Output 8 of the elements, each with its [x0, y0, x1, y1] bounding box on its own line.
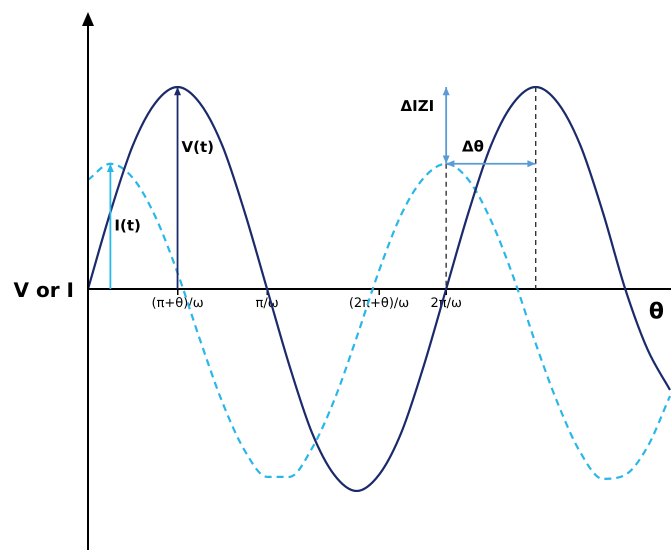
annotation: Δθ [462, 138, 484, 156]
y-axis-title: V or I [14, 278, 74, 302]
x-tick-label: (π+θ)/ω [151, 296, 204, 312]
x-axis-title: θ [648, 300, 664, 325]
annotation: I(t) [114, 216, 141, 234]
x-tick-label: (2π+θ)/ω [348, 296, 410, 312]
annotation: V(t) [182, 138, 214, 156]
annotation: ΔIZI [400, 96, 434, 115]
